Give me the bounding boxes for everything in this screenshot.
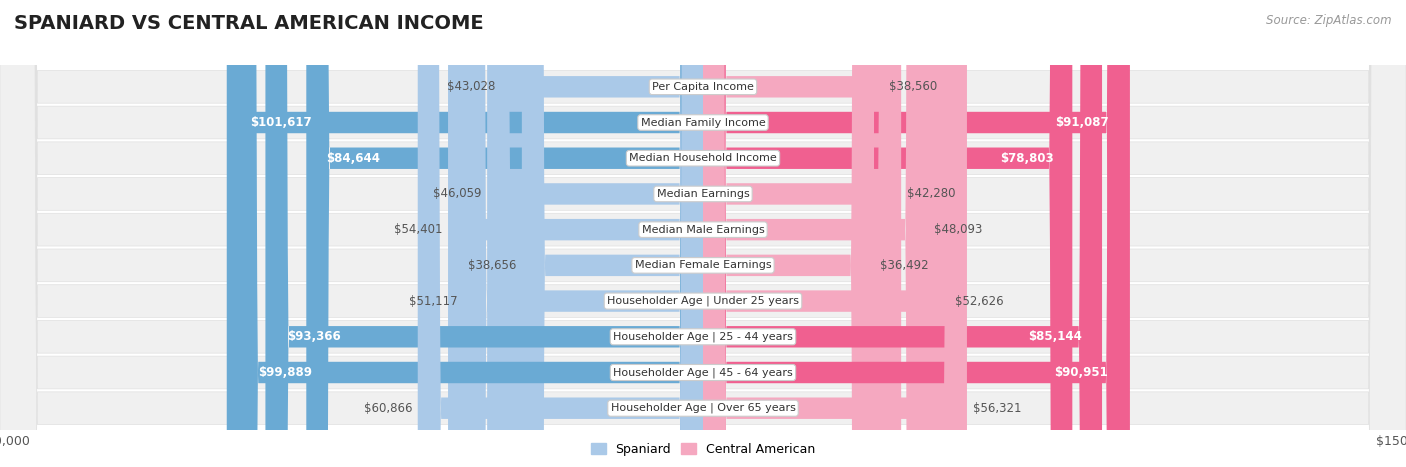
- FancyBboxPatch shape: [502, 0, 703, 467]
- FancyBboxPatch shape: [703, 0, 901, 467]
- Text: Householder Age | 45 - 64 years: Householder Age | 45 - 64 years: [613, 367, 793, 378]
- FancyBboxPatch shape: [703, 0, 884, 467]
- FancyBboxPatch shape: [449, 0, 703, 467]
- FancyBboxPatch shape: [703, 0, 1130, 467]
- Text: Median Family Income: Median Family Income: [641, 118, 765, 127]
- Text: $78,803: $78,803: [1000, 152, 1054, 165]
- Text: $99,889: $99,889: [259, 366, 312, 379]
- Text: $38,656: $38,656: [468, 259, 516, 272]
- FancyBboxPatch shape: [703, 0, 1129, 467]
- Text: $93,366: $93,366: [287, 330, 342, 343]
- Text: $36,492: $36,492: [880, 259, 928, 272]
- FancyBboxPatch shape: [464, 0, 703, 467]
- Text: $51,117: $51,117: [409, 295, 458, 308]
- FancyBboxPatch shape: [522, 0, 703, 467]
- Text: $91,087: $91,087: [1054, 116, 1108, 129]
- Text: $60,866: $60,866: [364, 402, 412, 415]
- FancyBboxPatch shape: [486, 0, 703, 467]
- FancyBboxPatch shape: [226, 0, 703, 467]
- Text: $38,560: $38,560: [890, 80, 938, 93]
- Text: $84,644: $84,644: [326, 152, 380, 165]
- Text: Median Female Earnings: Median Female Earnings: [634, 261, 772, 270]
- FancyBboxPatch shape: [703, 0, 928, 467]
- FancyBboxPatch shape: [703, 0, 1073, 467]
- FancyBboxPatch shape: [266, 0, 703, 467]
- Text: $90,951: $90,951: [1054, 366, 1108, 379]
- Text: Source: ZipAtlas.com: Source: ZipAtlas.com: [1267, 14, 1392, 27]
- Text: SPANIARD VS CENTRAL AMERICAN INCOME: SPANIARD VS CENTRAL AMERICAN INCOME: [14, 14, 484, 33]
- Legend: Spaniard, Central American: Spaniard, Central American: [585, 438, 821, 461]
- FancyBboxPatch shape: [703, 0, 967, 467]
- Text: Householder Age | 25 - 44 years: Householder Age | 25 - 44 years: [613, 332, 793, 342]
- Text: $101,617: $101,617: [250, 116, 312, 129]
- Text: Householder Age | Under 25 years: Householder Age | Under 25 years: [607, 296, 799, 306]
- Text: $85,144: $85,144: [1028, 330, 1083, 343]
- Text: $54,401: $54,401: [394, 223, 443, 236]
- Text: Median Male Earnings: Median Male Earnings: [641, 225, 765, 234]
- Text: $42,280: $42,280: [907, 187, 955, 200]
- Text: Householder Age | Over 65 years: Householder Age | Over 65 years: [610, 403, 796, 413]
- Text: Per Capita Income: Per Capita Income: [652, 82, 754, 92]
- FancyBboxPatch shape: [703, 0, 949, 467]
- FancyBboxPatch shape: [307, 0, 703, 467]
- FancyBboxPatch shape: [235, 0, 703, 467]
- Text: $43,028: $43,028: [447, 80, 496, 93]
- Text: Median Household Income: Median Household Income: [628, 153, 778, 163]
- FancyBboxPatch shape: [418, 0, 703, 467]
- Text: $52,626: $52,626: [955, 295, 1004, 308]
- Text: $56,321: $56,321: [973, 402, 1021, 415]
- FancyBboxPatch shape: [703, 0, 1102, 467]
- FancyBboxPatch shape: [703, 0, 875, 467]
- Text: $46,059: $46,059: [433, 187, 481, 200]
- Text: $48,093: $48,093: [934, 223, 983, 236]
- Text: Median Earnings: Median Earnings: [657, 189, 749, 199]
